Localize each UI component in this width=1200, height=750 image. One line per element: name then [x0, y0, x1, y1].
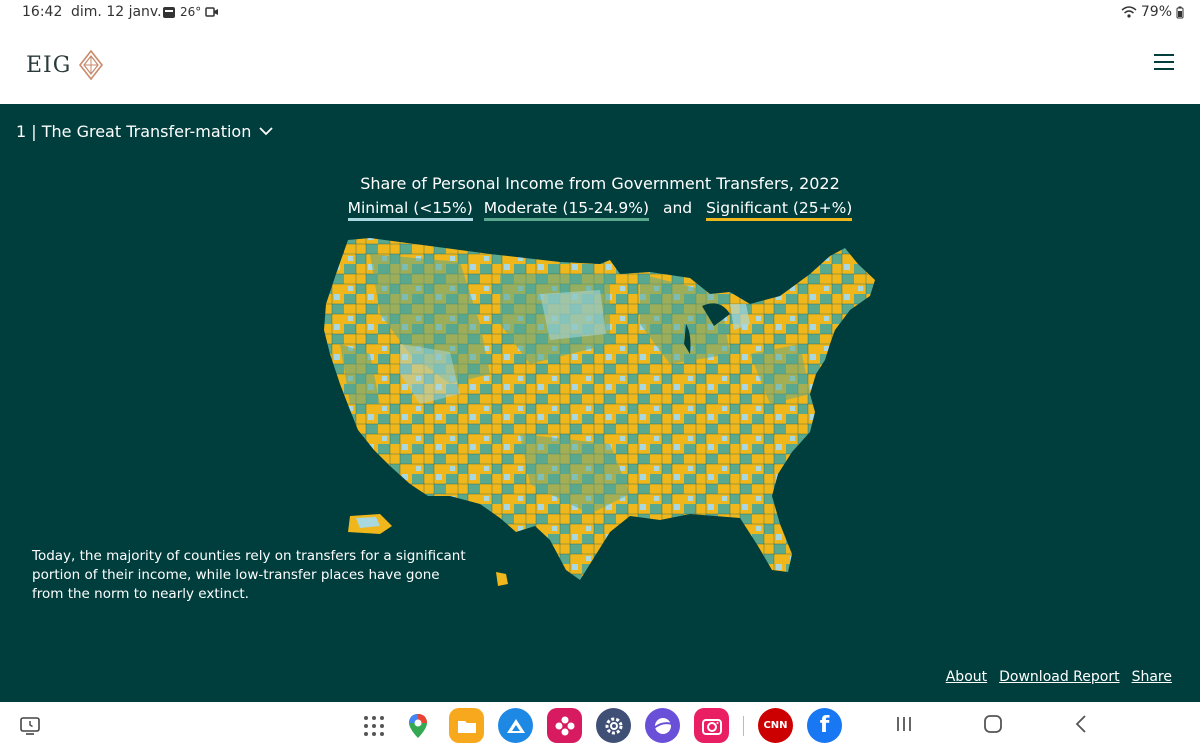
recent-screen-icon[interactable]: [20, 716, 40, 736]
wifi-icon: [1121, 6, 1137, 18]
status-right: 79%: [1121, 4, 1184, 20]
status-bar: 16:42 dim. 12 janv. 26° 79%: [0, 0, 1200, 26]
gallery-icon[interactable]: [547, 708, 582, 743]
legend-minimal[interactable]: Minimal (<15%): [347, 199, 473, 221]
notification-icon: [163, 6, 175, 18]
dock-separator: [743, 715, 744, 736]
legend-connector: and: [662, 199, 693, 217]
internet-icon[interactable]: [645, 708, 680, 743]
chevron-down-icon: [259, 127, 273, 136]
drive-icon[interactable]: [498, 708, 533, 743]
video-icon: [205, 7, 219, 17]
files-icon[interactable]: [449, 708, 484, 743]
home-icon[interactable]: [983, 714, 1003, 734]
facebook-icon[interactable]: f: [807, 708, 842, 743]
settings-icon[interactable]: [596, 708, 631, 743]
app-dock: CNN f: [362, 708, 842, 743]
status-time: 16:42: [22, 4, 63, 20]
battery-icon: [1176, 6, 1184, 18]
diamond-logo-icon: [79, 50, 104, 80]
maps-icon[interactable]: [400, 708, 435, 743]
site-logo[interactable]: EIG: [26, 50, 104, 80]
section-dropdown[interactable]: 1 | The Great Transfer-mation: [16, 122, 273, 141]
main-content: 1 | The Great Transfer-mation Share of P…: [0, 104, 1200, 702]
section-label: 1 | The Great Transfer-mation: [16, 122, 252, 141]
chart-title: Share of Personal Income from Government…: [360, 174, 840, 193]
map-legend: Minimal (<15%) Moderate (15-24.9%) and S…: [0, 199, 1200, 221]
footer-links: About Download Report Share: [946, 669, 1172, 685]
apps-grid-icon[interactable]: [362, 714, 386, 738]
about-link[interactable]: About: [945, 669, 988, 685]
cnn-icon[interactable]: CNN: [758, 708, 793, 743]
battery-percent: 79%: [1140, 4, 1172, 20]
recents-icon[interactable]: [895, 715, 913, 733]
map-caption: Today, the majority of counties rely on …: [32, 548, 466, 602]
status-date: dim. 12 janv.: [71, 4, 162, 20]
temperature-text: 26°: [180, 5, 202, 19]
hamburger-icon[interactable]: [1154, 54, 1174, 72]
back-icon[interactable]: [1073, 714, 1089, 734]
system-nav-bar: CNN f: [0, 702, 1200, 750]
nav-keys: [895, 714, 1089, 734]
legend-significant[interactable]: Significant (25+%): [706, 199, 853, 221]
notification-area: 26°: [162, 5, 219, 19]
site-header: EIG: [0, 26, 1200, 104]
download-report-link[interactable]: Download Report: [999, 669, 1120, 685]
us-county-map[interactable]: [310, 234, 890, 594]
camera-icon[interactable]: [694, 708, 729, 743]
legend-moderate[interactable]: Moderate (15-24.9%): [483, 199, 650, 221]
share-link[interactable]: Share: [1131, 669, 1172, 685]
logo-text: EIG: [26, 52, 72, 78]
